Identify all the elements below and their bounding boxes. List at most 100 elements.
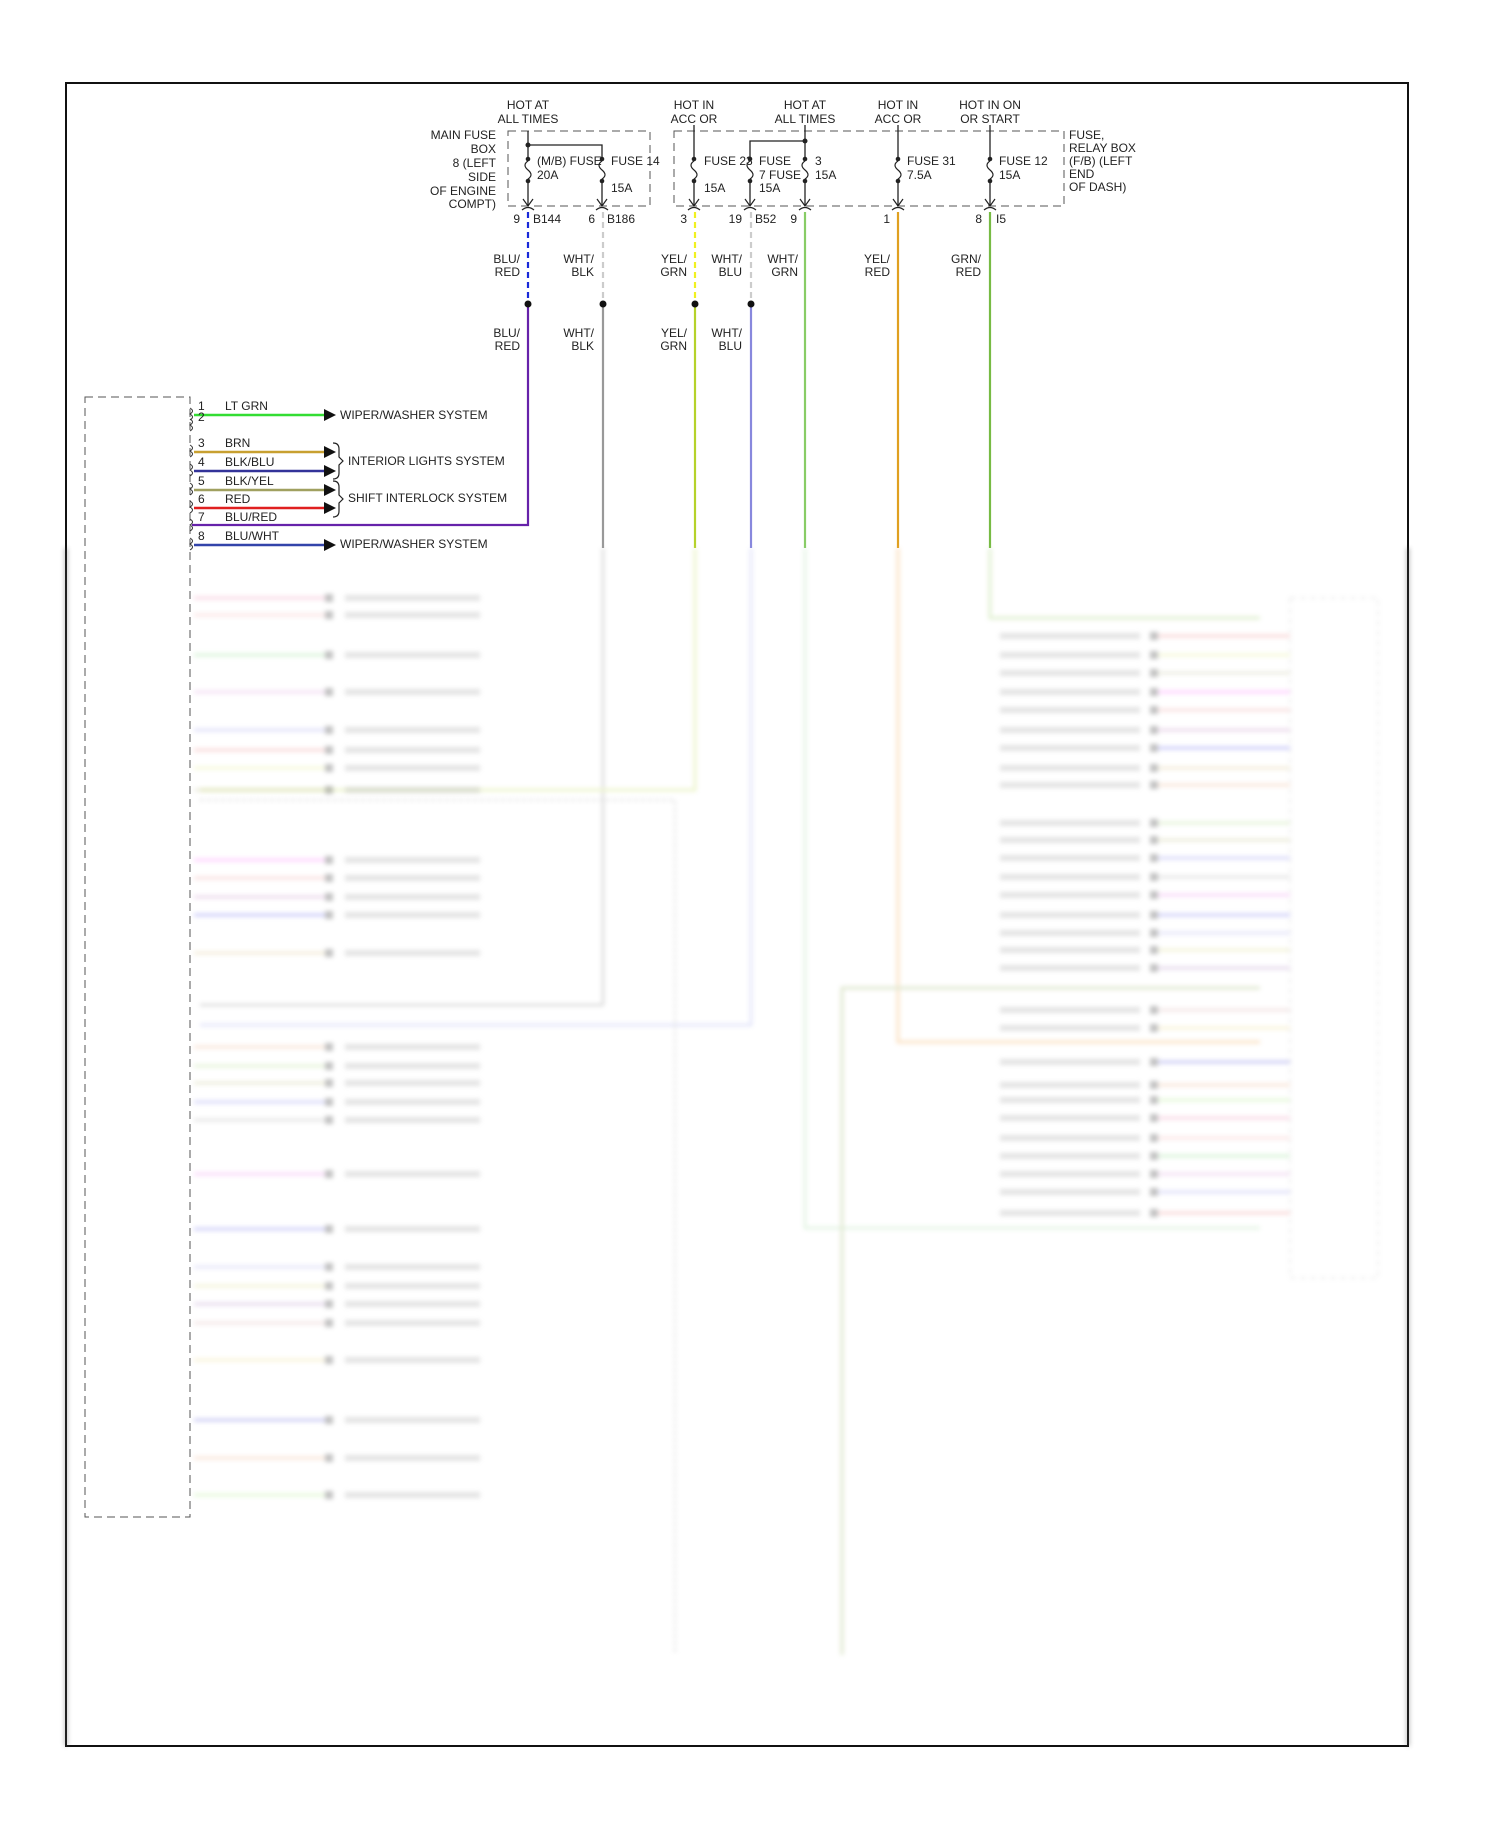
fuses xyxy=(521,156,997,211)
fuse-name: (M/B) FUSE xyxy=(537,154,602,168)
main-fuse-box xyxy=(507,130,651,207)
power-label: HOT IN xyxy=(674,98,714,112)
svg-text:BLU: BLU xyxy=(719,339,742,353)
destination-labels: WIPER/WASHER SYSTEM INTERIOR LIGHTS SYST… xyxy=(340,408,507,551)
svg-text:OF DASH): OF DASH) xyxy=(1069,180,1126,194)
svg-text:RED: RED xyxy=(495,265,521,279)
svg-text:GRN/: GRN/ xyxy=(951,252,982,266)
fuse-rating: 7.5A xyxy=(907,168,932,182)
svg-text:FUSE,: FUSE, xyxy=(1069,128,1104,142)
connector-pin-1: 1 LT GRN xyxy=(189,399,336,421)
svg-text:3: 3 xyxy=(680,212,687,226)
connector-pin-2: 2 xyxy=(189,410,205,432)
fuse-name: FUSE 31 xyxy=(907,154,956,168)
svg-text:WHT/: WHT/ xyxy=(563,252,594,266)
connector-pin-4: 4 BLK/BLU xyxy=(189,455,336,477)
power-label: HOT IN ON xyxy=(959,98,1021,112)
relay-fuse-box xyxy=(673,130,1065,207)
svg-text:8: 8 xyxy=(975,212,982,226)
arrow-icon xyxy=(324,502,336,514)
diagram-frame xyxy=(65,82,1409,1747)
power-label: ALL TIMES xyxy=(498,112,559,126)
svg-text:6: 6 xyxy=(588,212,595,226)
power-label: OR START xyxy=(960,112,1020,126)
fuse-name: FUSE 12 xyxy=(999,154,1048,168)
svg-text:BLU/: BLU/ xyxy=(493,252,520,266)
svg-text:9: 9 xyxy=(513,212,520,226)
svg-text:B186: B186 xyxy=(607,212,635,226)
fuse-name: FUSE xyxy=(759,154,791,168)
dest-interior-lights: INTERIOR LIGHTS SYSTEM xyxy=(348,454,505,468)
svg-text:YEL/: YEL/ xyxy=(661,326,688,340)
connector-pin-3: 3 BRN xyxy=(189,436,336,458)
wire-color-labels: BLU/RED WHT/BLK YEL/GRN WHT/BLU WHT/GRN … xyxy=(493,252,981,353)
svg-text:END: END xyxy=(1069,167,1095,181)
svg-text:GRN: GRN xyxy=(771,265,798,279)
fuse-icon xyxy=(983,156,997,211)
svg-text:WHT/: WHT/ xyxy=(711,326,742,340)
pin-number: 7 xyxy=(198,510,205,524)
power-label: ACC OR xyxy=(875,112,922,126)
fuse-labels: (M/B) FUSE 20A FUSE 14 15A FUSE 23 15A F… xyxy=(537,154,1048,195)
fuse-rating: 15A xyxy=(704,181,725,195)
pin-wire-color: BLU/WHT xyxy=(225,529,280,543)
fuse-icon xyxy=(521,156,535,211)
fuse-rating: 15A xyxy=(759,181,780,195)
connector-pins: 1 LT GRN 2 3 BRN 4 BLK/BLU 5 BLK/YEL 6 RED 7 BLU/RED… xyxy=(189,399,336,551)
fuse-name: FUSE 14 xyxy=(611,154,660,168)
svg-text:GRN: GRN xyxy=(660,339,687,353)
pin-number: 1 xyxy=(198,399,205,413)
fuse-icon xyxy=(798,156,812,211)
pin-number: 5 xyxy=(198,474,205,488)
svg-text:YEL/: YEL/ xyxy=(661,252,688,266)
power-label: HOT IN xyxy=(878,98,918,112)
svg-text:OF ENGINE: OF ENGINE xyxy=(430,184,496,198)
blurred-lower-section xyxy=(64,548,1410,1746)
group-braces xyxy=(332,442,344,518)
terminal-icon xyxy=(743,198,757,211)
arrow-icon xyxy=(324,539,336,551)
connector-pin-8: 8 BLU/WHT xyxy=(189,529,336,551)
terminal-icon xyxy=(687,198,701,211)
svg-text:(F/B) (LEFT: (F/B) (LEFT xyxy=(1069,154,1133,168)
pin-number: 8 xyxy=(198,529,205,543)
power-label: HOT AT xyxy=(507,98,550,112)
fuse-name: FUSE 23 xyxy=(704,154,753,168)
svg-text:8 (LEFT: 8 (LEFT xyxy=(453,156,497,170)
fuse-rating: 20A xyxy=(537,168,558,182)
splice-dots xyxy=(524,300,755,308)
blurred-branch-wires xyxy=(194,594,1290,1499)
fuse-icon xyxy=(891,156,905,211)
terminal-icon xyxy=(891,198,905,211)
svg-text:YEL/: YEL/ xyxy=(864,252,891,266)
terminal-labels: 9 B144 6 B186 3 19 B52 9 1 8 I5 xyxy=(513,212,1006,226)
svg-text:BLK: BLK xyxy=(571,339,594,353)
fuse-rating: 15A xyxy=(999,168,1020,182)
pin-wire-color: LT GRN xyxy=(225,399,268,413)
connector-pin-6: 6 RED xyxy=(189,492,336,514)
svg-text:B52: B52 xyxy=(755,212,777,226)
svg-text:SIDE: SIDE xyxy=(468,170,496,184)
svg-text:RELAY BOX: RELAY BOX xyxy=(1069,141,1136,155)
pin-number: 6 xyxy=(198,492,205,506)
relay-box-label: FUSE, RELAY BOX (F/B) (LEFT END OF DASH) xyxy=(1069,128,1136,194)
svg-text:MAIN FUSE: MAIN FUSE xyxy=(431,128,496,142)
pin-number: 2 xyxy=(198,410,205,424)
power-label: ALL TIMES xyxy=(775,112,836,126)
terminal-icon xyxy=(983,198,997,211)
svg-text:I5: I5 xyxy=(996,212,1006,226)
terminal-icon xyxy=(521,198,535,211)
power-label: ACC OR xyxy=(671,112,718,126)
arrow-icon xyxy=(324,465,336,477)
fuse-rating: 15A xyxy=(611,181,632,195)
svg-text:9: 9 xyxy=(790,212,797,226)
pin-number: 4 xyxy=(198,455,205,469)
connector-box xyxy=(84,396,191,1518)
main-fuse-box-label: MAIN FUSE BOX 8 (LEFT SIDE OF ENGINE COM… xyxy=(430,128,497,211)
terminal-icon xyxy=(798,198,812,211)
arrow-icon xyxy=(324,409,336,421)
junction-dots xyxy=(525,138,808,148)
svg-text:BLU/: BLU/ xyxy=(493,326,520,340)
fuse-rating: 15A xyxy=(815,168,836,182)
